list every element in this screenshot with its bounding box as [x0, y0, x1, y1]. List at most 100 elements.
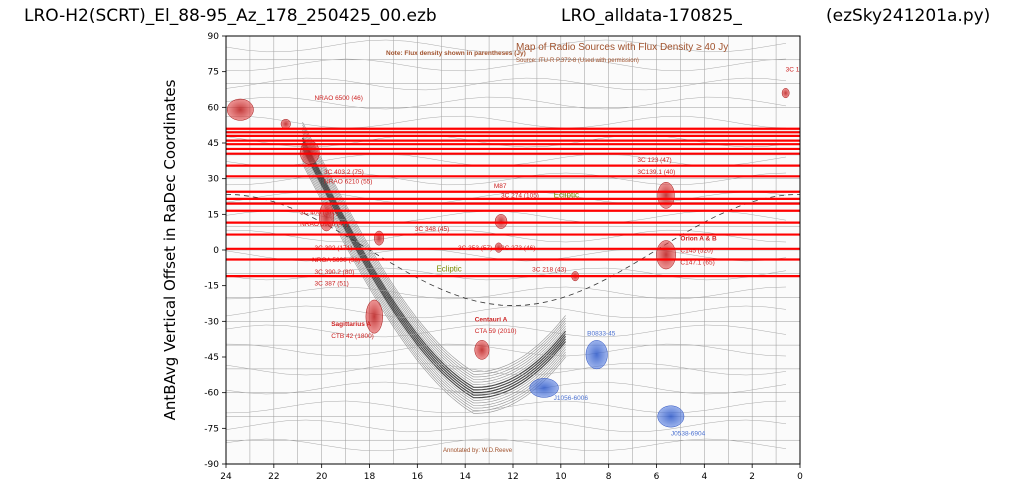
source-label: 3C 218 (43) — [532, 266, 566, 273]
chart-title: LRO-H2(SCRT)_El_88-95_Az_178_250425_00.e… — [24, 6, 437, 26]
map-annotations: Note: Flux density shown in parentheses … — [386, 42, 728, 454]
y-tick-label: -15 — [204, 282, 219, 292]
cas-a-blob — [226, 98, 254, 121]
contour-line — [302, 161, 566, 411]
contour-line — [301, 147, 567, 399]
y-tick-label: 30 — [208, 175, 220, 185]
source-label: B0833-45 — [587, 331, 616, 338]
contour-line — [226, 77, 787, 91]
x-tick-label: 8 — [606, 472, 612, 482]
x-tick-label: 2 — [749, 472, 755, 482]
y-axis: 90 75 60 45 30 15 0 -15 -30 -45 -60 -75 -90 — [204, 32, 226, 470]
x-tick-label: 14 — [459, 472, 471, 482]
x-tick-label: 12 — [507, 472, 518, 482]
sgr-a-blob — [365, 299, 383, 334]
w51-blob — [319, 202, 334, 232]
contour-line — [302, 122, 566, 372]
source-label: J1056-6006 — [554, 395, 589, 402]
contour-line — [302, 124, 566, 375]
source-label: 3C139.1 (40) — [637, 169, 675, 176]
x-tick-label: 4 — [701, 472, 707, 482]
dataset-label: LRO_alldata-170825_ — [561, 6, 742, 26]
source-label: NRAO 6210 (55) — [324, 178, 372, 185]
source-label: Sagittarius A — [331, 321, 371, 328]
contour-line — [301, 142, 567, 394]
contour-line — [226, 305, 787, 319]
contour-line — [226, 96, 787, 110]
y-tick-label: 0 — [213, 246, 219, 256]
contour-line — [226, 267, 787, 281]
contour-line — [302, 129, 566, 380]
map-credit: Annotated by: W.D.Reeve — [443, 448, 513, 454]
contour-line — [301, 145, 567, 396]
contour-line — [226, 381, 787, 395]
observation-tracks — [226, 127, 800, 278]
y-tick-label: -90 — [204, 460, 219, 470]
3c10-blob — [781, 88, 790, 99]
contour-line — [226, 286, 787, 300]
3c400-blob — [374, 230, 385, 246]
vela-blob — [585, 340, 608, 370]
contour-line — [301, 140, 567, 391]
contour-line — [302, 155, 566, 406]
lmc-blob — [657, 405, 685, 428]
contour-line — [301, 137, 567, 388]
y-tick-label: -75 — [204, 424, 219, 434]
contour-line — [226, 39, 787, 53]
taurus-blob — [657, 181, 675, 209]
x-tick-label: 0 — [797, 472, 803, 482]
contour-line — [226, 58, 787, 72]
source-label: 3C 348 (45) — [415, 226, 449, 233]
flux-note: Note: Flux density shown in parentheses … — [386, 50, 526, 57]
contour-line — [226, 343, 787, 357]
source-label: 3C 400 (570) — [300, 209, 338, 216]
source-label: CTA 59 (2010) — [475, 328, 517, 335]
source-label: Centauri A — [475, 316, 508, 323]
script-label: (ezSky241201a.py) — [826, 6, 991, 26]
x-tick-label: 16 — [412, 472, 424, 482]
contour-line — [226, 362, 787, 376]
x-tick-label: 6 — [654, 472, 660, 482]
y-tick-label: -45 — [204, 353, 219, 363]
source-label: NRAO 5980 (47) — [300, 221, 348, 228]
x-tick-label: 10 — [555, 472, 567, 482]
contour-line — [302, 135, 566, 385]
3c274-blob — [494, 214, 508, 229]
source-label: CTB 42 (1800) — [331, 333, 374, 340]
contour-line — [226, 324, 787, 338]
source-label: 3C 390.2 (80) — [314, 269, 354, 276]
contour-line — [226, 400, 787, 414]
map-source: Source: ITU-R P.372-8 (Used with permiss… — [516, 58, 639, 64]
x-axis: 24 22 20 18 16 14 12 10 8 6 4 2 0 — [220, 464, 803, 482]
source-label: J0538-6904 — [671, 430, 706, 437]
3c273-blob — [494, 242, 503, 253]
source-label: 3C 403.2 (75) — [324, 169, 364, 176]
y-tick-label: 75 — [208, 68, 219, 78]
orion-blob — [656, 240, 676, 270]
source-label: Ecliptic — [554, 191, 579, 200]
y-tick-label: 45 — [208, 139, 219, 149]
source-label: M87 — [494, 183, 507, 190]
contour-line — [226, 419, 787, 433]
source-label: 3C 10 (44) — [786, 67, 817, 74]
y-tick-label: 15 — [208, 210, 219, 220]
source-label: 3C 123 (47) — [637, 157, 671, 164]
source-label: C145 (520) — [680, 247, 713, 254]
source-label: Ecliptic — [436, 264, 461, 273]
y-tick-label: -30 — [204, 317, 219, 327]
contour-line — [226, 115, 787, 129]
map-title: Map of Radio Sources with Flux Density ≥… — [516, 42, 728, 53]
cen-a-blob — [474, 340, 490, 360]
source-label: NRAO 6500 (46) — [314, 95, 362, 102]
grid — [226, 36, 800, 464]
x-tick-label: 20 — [316, 472, 328, 482]
contour-line — [302, 163, 566, 414]
source-label: 3C 274 (105) — [501, 193, 539, 200]
x-tick-label: 22 — [268, 472, 279, 482]
x-tick-label: 24 — [220, 472, 232, 482]
y-tick-label: 60 — [208, 103, 220, 113]
contour-line — [226, 438, 787, 452]
y-tick-label: 90 — [208, 32, 220, 42]
contour-line — [302, 132, 566, 383]
